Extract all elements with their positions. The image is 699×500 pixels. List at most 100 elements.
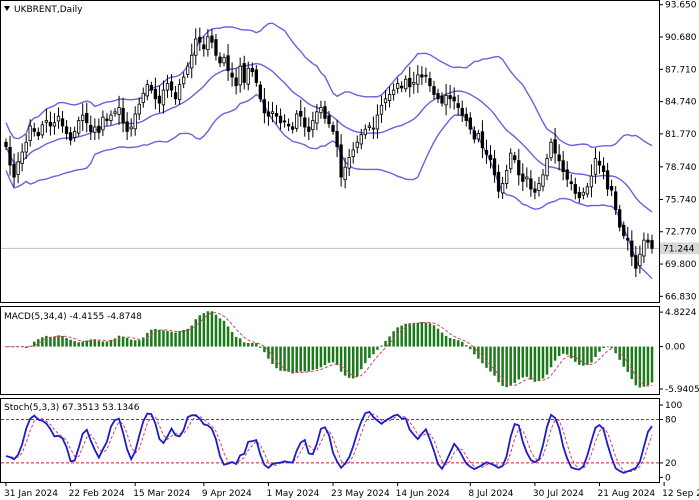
macd-bar: [210, 311, 214, 347]
candle: [569, 174, 573, 191]
macd-bar: [287, 346, 290, 372]
candle: [484, 139, 489, 164]
macd-bar: [602, 346, 605, 349]
candle: [476, 129, 481, 143]
price-layer: [1, 22, 659, 280]
candle: [517, 148, 521, 186]
macd-bar: [642, 346, 646, 387]
macd-bar: [41, 337, 44, 347]
candle: [81, 103, 85, 131]
macd-bar: [351, 346, 355, 379]
candle: [173, 85, 178, 105]
macd-bar: [117, 335, 121, 347]
macd-bar: [489, 346, 492, 372]
macd-bar: [279, 346, 282, 371]
macd-bar: [303, 346, 307, 372]
candle: [234, 68, 238, 95]
price-tick-label: 69.800: [665, 260, 697, 270]
candle: [230, 62, 234, 87]
candle: [274, 104, 279, 124]
candle: [117, 95, 121, 125]
macd-bar: [424, 322, 428, 347]
macd-bar: [590, 346, 593, 363]
macd-bar: [505, 346, 508, 388]
macd-bar: [473, 346, 476, 355]
macd-bar: [311, 346, 315, 370]
candle: [48, 111, 53, 136]
candle: [432, 80, 436, 100]
candle: [618, 204, 622, 232]
candle: [504, 164, 509, 189]
candle: [44, 108, 49, 133]
candle: [282, 114, 287, 128]
candle: [4, 138, 8, 151]
macd-bar: [578, 346, 581, 365]
candle: [593, 147, 598, 184]
macd-bar: [170, 331, 173, 347]
macd-bar: [594, 346, 597, 357]
candle: [509, 148, 513, 174]
candle: [105, 113, 109, 126]
x-tick-label: 9 Apr 2024: [202, 489, 252, 499]
candle: [72, 126, 77, 142]
macd-bar: [533, 346, 537, 382]
candle: [339, 134, 343, 187]
stoch-tick-label: 20: [665, 459, 677, 469]
macd-bar: [65, 337, 68, 347]
candle: [149, 81, 154, 94]
price-panel: [0, 0, 660, 303]
candle: [137, 97, 141, 121]
macd-bar: [230, 332, 234, 347]
candle: [246, 61, 250, 91]
x-tick-label: 22 Feb 2024: [69, 489, 125, 499]
price-tick-label: 87.710: [665, 65, 697, 75]
macd-bar: [465, 345, 468, 347]
candle: [500, 176, 505, 199]
price-tick-label: 75.740: [665, 195, 697, 205]
x-tick-label: 12 Sep 2024: [662, 489, 699, 499]
candle: [363, 124, 367, 139]
candle: [113, 108, 117, 117]
macd-bar: [186, 328, 189, 347]
candle: [452, 87, 456, 110]
macd-bar: [202, 313, 206, 347]
macd-bar: [182, 329, 185, 347]
candle: [266, 101, 271, 126]
candle: [424, 67, 428, 83]
candle: [488, 145, 493, 169]
candle: [77, 116, 81, 137]
macd-bar: [343, 346, 347, 376]
macd-bar: [259, 346, 262, 348]
candle: [521, 163, 525, 191]
candle: [436, 88, 440, 104]
macd-tick-label: 0.00: [665, 343, 685, 353]
macd-bar: [154, 328, 157, 347]
macd-bar: [101, 341, 105, 347]
candle: [383, 90, 388, 111]
x-tick-label: 14 Jun 2024: [396, 489, 450, 499]
macd-bar: [323, 346, 327, 366]
macd-bar: [646, 346, 650, 386]
candle: [121, 97, 125, 133]
macd-bar: [485, 346, 488, 368]
candle: [549, 138, 553, 162]
candle: [97, 118, 101, 140]
candle: [311, 111, 315, 138]
candle: [40, 121, 44, 139]
macd-bar: [368, 346, 371, 359]
candle: [278, 108, 283, 130]
candle: [597, 151, 602, 174]
macd-bar: [162, 330, 165, 347]
title-triangle-icon: [4, 6, 10, 11]
macd-bar: [174, 332, 177, 347]
candle: [359, 128, 363, 150]
macd-bar: [339, 346, 343, 372]
candle: [169, 74, 174, 98]
x-tick-label: 23 May 2024: [331, 489, 390, 499]
macd-bar: [360, 346, 363, 370]
candle: [323, 100, 327, 124]
candle: [614, 186, 618, 215]
candle: [553, 128, 557, 164]
macd-bar: [557, 346, 561, 357]
macd-bar: [137, 340, 141, 347]
